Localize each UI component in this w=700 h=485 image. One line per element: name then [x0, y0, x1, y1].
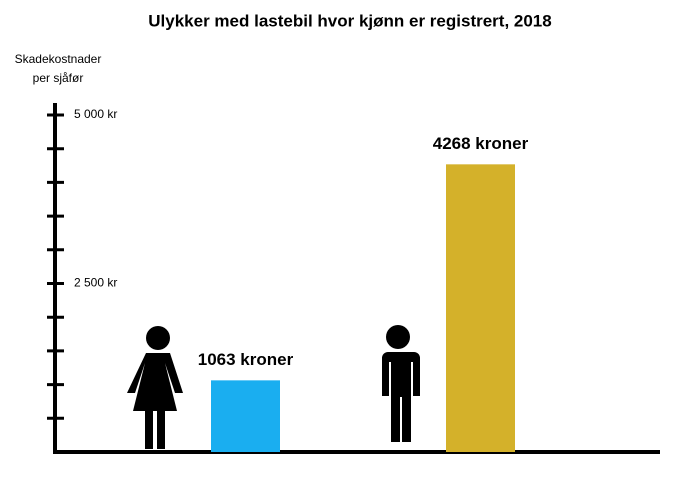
y-tick-label: 2 500 kr — [74, 276, 117, 290]
y-tick-label: 5 000 kr — [74, 107, 117, 121]
bar — [211, 380, 280, 452]
y-axis-label: per sjåfør — [33, 71, 84, 85]
value-label: 1063 kroner — [198, 350, 294, 369]
woman-icon — [127, 326, 183, 449]
y-axis-label: Skadekostnader — [15, 52, 102, 66]
bar — [446, 164, 515, 453]
chart-title: Ulykker med lastebil hvor kjønn er regis… — [148, 11, 551, 30]
value-label: 4268 kroner — [433, 134, 529, 153]
man-icon — [382, 325, 420, 442]
